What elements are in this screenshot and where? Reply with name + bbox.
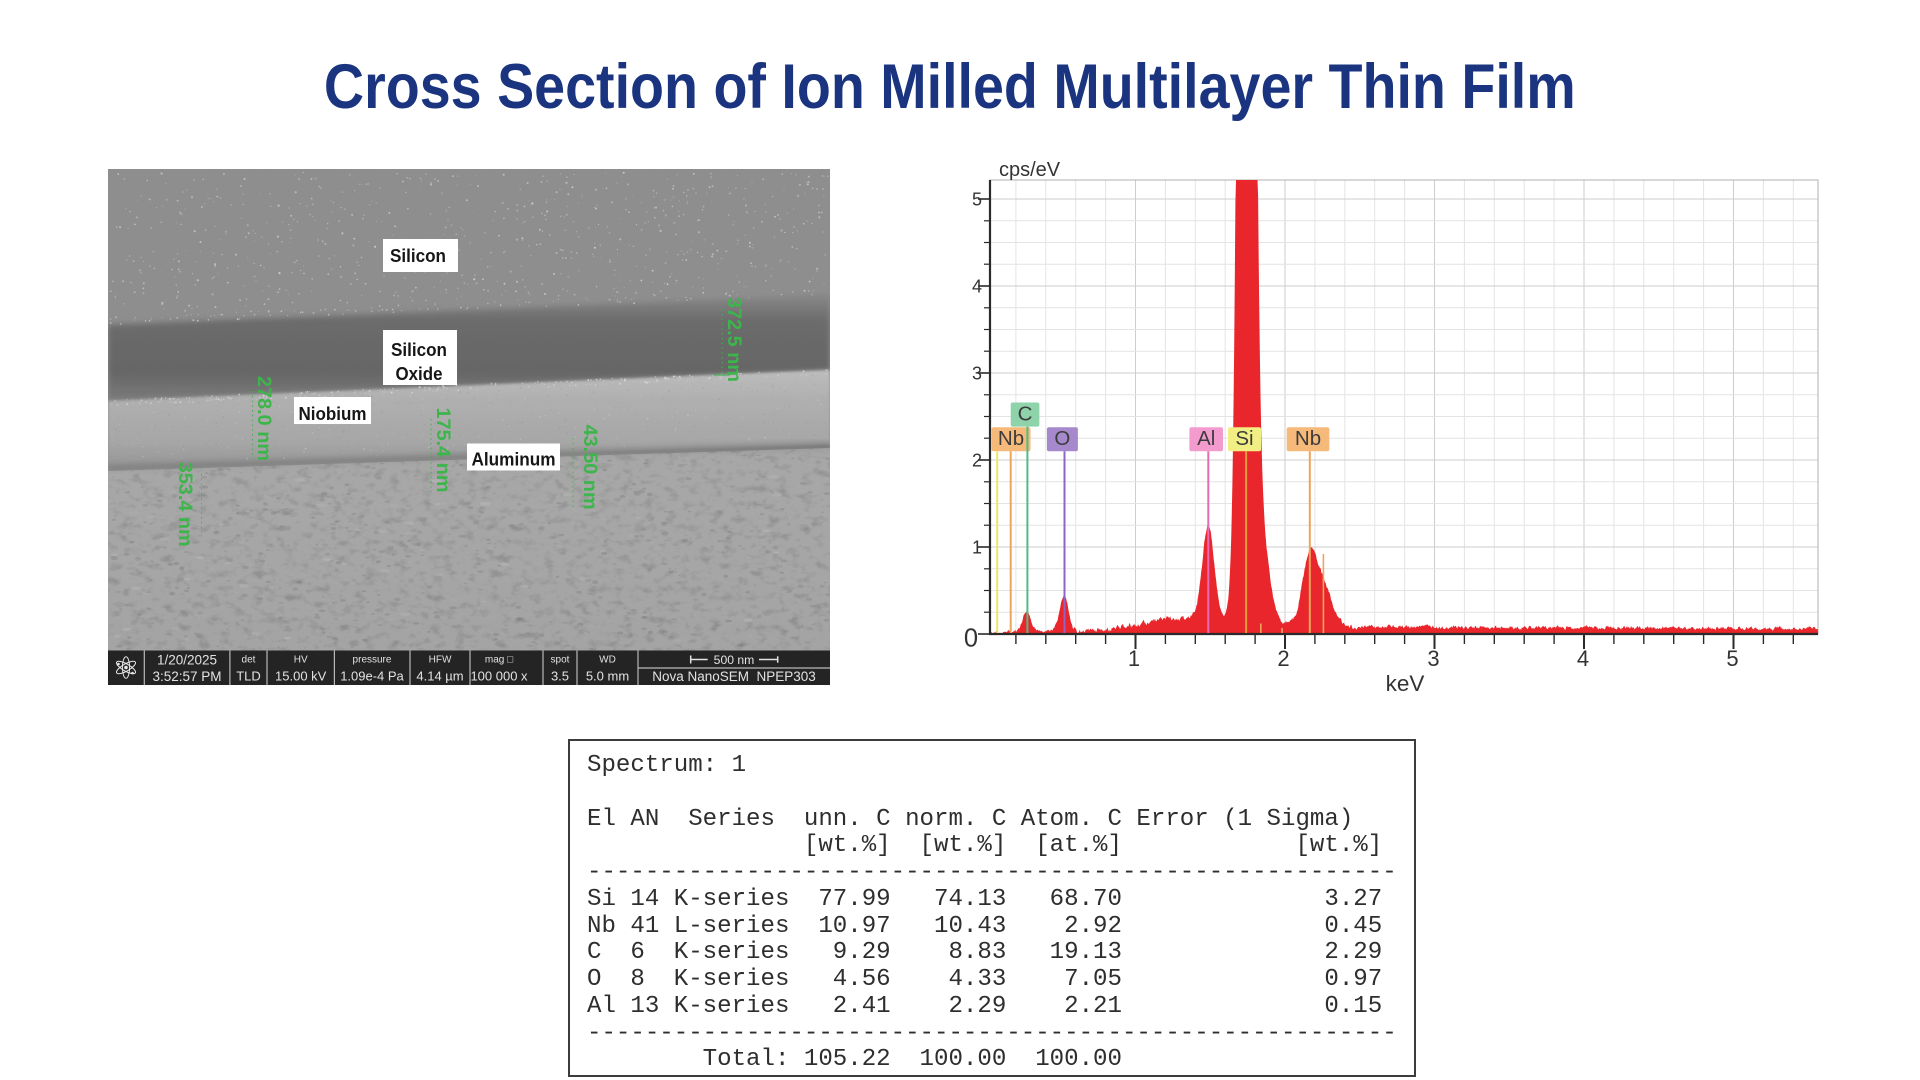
svg-text:0: 0 [964, 625, 978, 653]
svg-text:Niobium: Niobium [299, 403, 367, 424]
svg-text:353.4 nm: 353.4 nm [174, 462, 195, 547]
svg-text:1: 1 [972, 538, 982, 558]
svg-text:278.0 nm: 278.0 nm [253, 376, 274, 461]
svg-text:TLD: TLD [236, 669, 261, 684]
svg-text:Nb: Nb [1295, 427, 1321, 450]
svg-text:Al: Al [1197, 427, 1215, 450]
svg-text:keV: keV [1386, 671, 1425, 696]
svg-text:372.5 nm: 372.5 nm [723, 297, 744, 382]
svg-text:5: 5 [972, 190, 982, 210]
svg-text:O: O [1054, 427, 1070, 450]
svg-text:500 nm: 500 nm [714, 653, 755, 667]
svg-text:175.4 nm: 175.4 nm [432, 408, 453, 493]
svg-text:1.09e-4 Pa: 1.09e-4 Pa [340, 669, 404, 684]
svg-text:1: 1 [1128, 646, 1140, 671]
svg-text:4: 4 [972, 277, 982, 297]
svg-text:4: 4 [1577, 646, 1589, 671]
svg-text:Si: Si [1235, 427, 1253, 450]
svg-text:3.5: 3.5 [551, 669, 569, 684]
svg-text:mag □: mag □ [485, 655, 513, 666]
svg-text:C: C [1018, 403, 1033, 426]
svg-text:Nb: Nb [998, 427, 1024, 450]
svg-text:Aluminum: Aluminum [472, 449, 556, 470]
svg-text:Oxide: Oxide [396, 363, 443, 384]
svg-text:WD: WD [599, 655, 616, 666]
svg-text:Silicon: Silicon [391, 339, 447, 360]
svg-text:4.14 µm: 4.14 µm [416, 669, 463, 684]
svg-text:15.00 kV: 15.00 kV [275, 669, 327, 684]
svg-text:cps/eV: cps/eV [999, 159, 1061, 181]
svg-text:2: 2 [1277, 646, 1289, 671]
svg-text:3:52:57 PM: 3:52:57 PM [152, 669, 221, 684]
svg-text:Silicon: Silicon [390, 245, 446, 266]
svg-text:2: 2 [972, 451, 982, 471]
svg-text:Nova NanoSEM NPEP303: Nova NanoSEM NPEP303 [652, 669, 816, 684]
svg-text:43.50 nm: 43.50 nm [579, 425, 600, 510]
svg-text:100 000 x: 100 000 x [470, 669, 528, 684]
svg-text:5.0 mm: 5.0 mm [586, 669, 629, 684]
svg-text:3: 3 [1427, 646, 1439, 671]
svg-text:1/20/2025: 1/20/2025 [157, 653, 217, 668]
svg-text:3: 3 [972, 364, 982, 384]
svg-text:pressure: pressure [353, 655, 392, 666]
svg-text:spot: spot [551, 655, 570, 666]
svg-text:det: det [242, 655, 256, 666]
svg-text:HFW: HFW [429, 655, 452, 666]
svg-text:5: 5 [1726, 646, 1738, 671]
svg-text:HV: HV [294, 655, 308, 666]
